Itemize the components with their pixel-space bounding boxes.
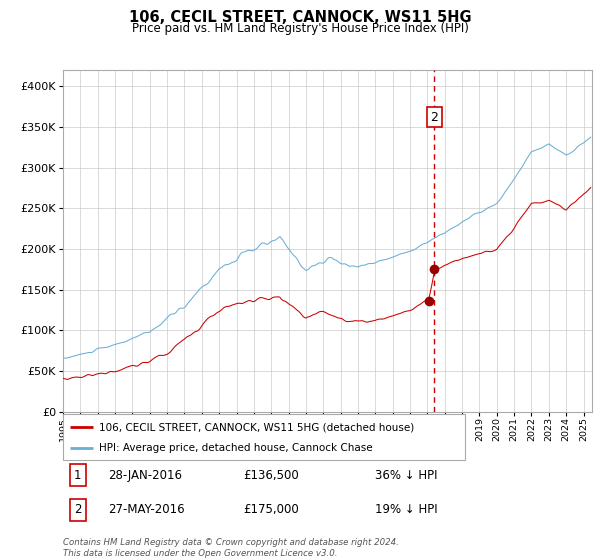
Text: 36% ↓ HPI: 36% ↓ HPI	[375, 469, 438, 482]
Text: 2: 2	[430, 111, 438, 124]
Text: Price paid vs. HM Land Registry's House Price Index (HPI): Price paid vs. HM Land Registry's House …	[131, 22, 469, 35]
Text: £136,500: £136,500	[243, 469, 299, 482]
Text: 1: 1	[74, 469, 82, 482]
Text: 106, CECIL STREET, CANNOCK, WS11 5HG (detached house): 106, CECIL STREET, CANNOCK, WS11 5HG (de…	[99, 422, 415, 432]
Text: Contains HM Land Registry data © Crown copyright and database right 2024.
This d: Contains HM Land Registry data © Crown c…	[63, 538, 399, 558]
Text: HPI: Average price, detached house, Cannock Chase: HPI: Average price, detached house, Cann…	[99, 444, 373, 454]
Text: 19% ↓ HPI: 19% ↓ HPI	[375, 503, 438, 516]
Text: £175,000: £175,000	[243, 503, 299, 516]
Text: 2: 2	[74, 503, 82, 516]
Text: 28-JAN-2016: 28-JAN-2016	[108, 469, 182, 482]
Text: 106, CECIL STREET, CANNOCK, WS11 5HG: 106, CECIL STREET, CANNOCK, WS11 5HG	[128, 10, 472, 25]
Text: 27-MAY-2016: 27-MAY-2016	[108, 503, 185, 516]
